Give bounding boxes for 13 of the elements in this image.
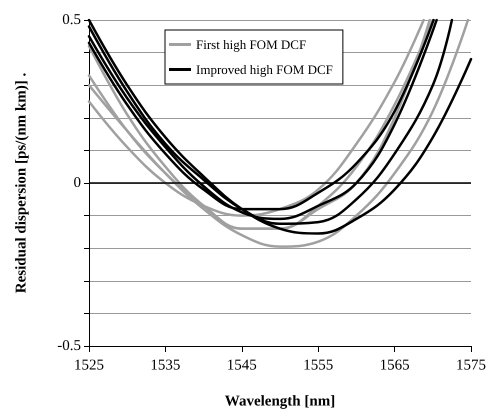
x-tick-label: 1565 [380,358,410,374]
x-axis-title: Wavelength [nm] [224,394,336,410]
x-tick-label: 1555 [303,358,334,374]
x-tick-label: 1535 [150,358,180,374]
y-tick-label: 0 [74,175,81,191]
y-tick-label: 0.5 [62,12,81,28]
legend-label: First high FOM DCF [196,37,306,52]
x-tick-label: 1545 [226,358,257,374]
y-tick-label: -0.5 [57,338,81,354]
y-axis-title: Residual dispersion [ps/(nm km)] . [14,72,30,294]
x-tick-label: 1575 [456,358,486,374]
x-tick-label: 1525 [74,358,104,374]
legend-label: Improved high FOM DCF [196,62,333,77]
